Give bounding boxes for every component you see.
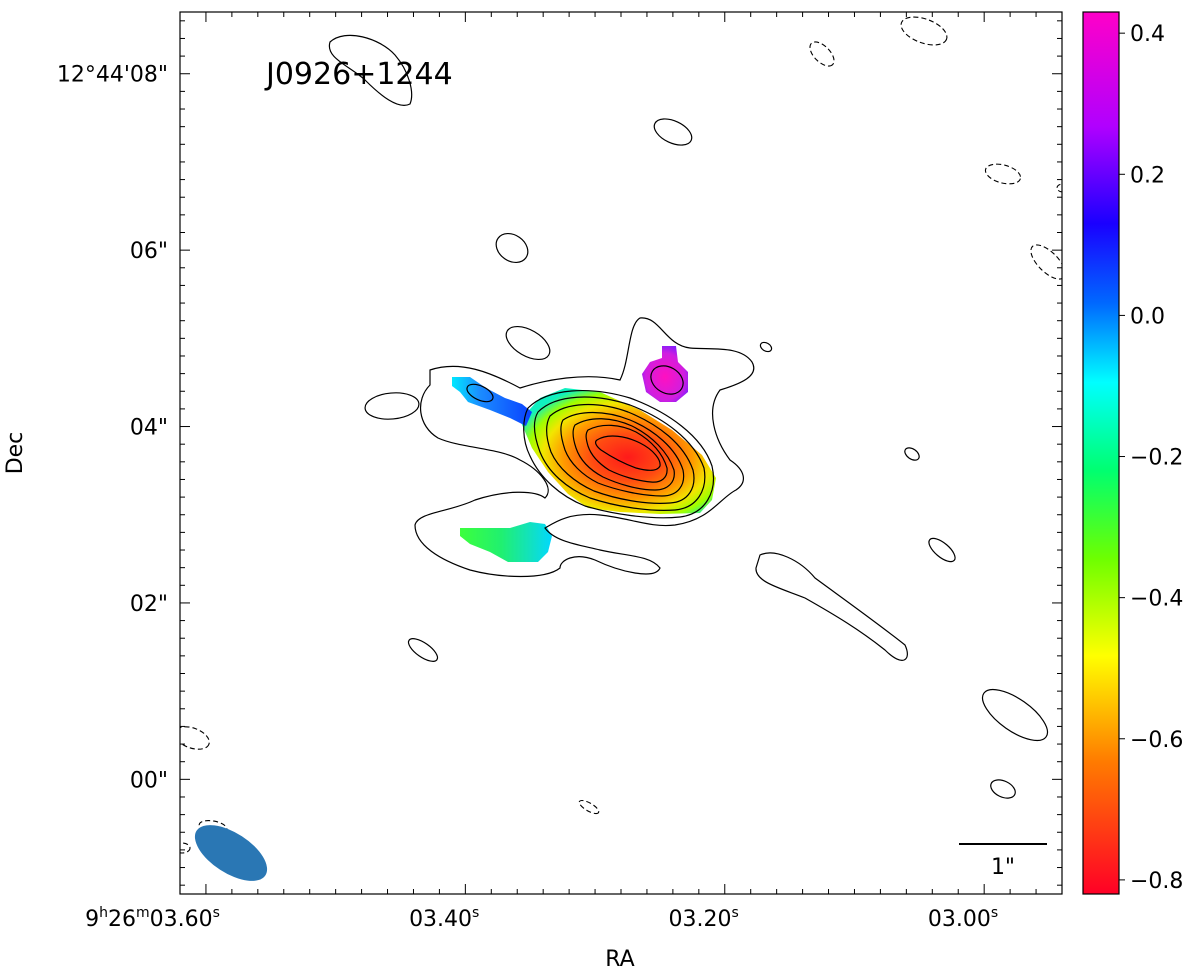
contour-island-1	[653, 118, 693, 146]
y-tick-label: 02"	[130, 592, 168, 617]
contour-island-9	[981, 688, 1049, 742]
level-3-contour	[533, 396, 706, 511]
contour-island-6	[904, 447, 920, 461]
y-tick-label: 04"	[130, 416, 168, 441]
source-title: J0926+1244	[264, 57, 453, 92]
negative-contour-3	[984, 163, 1022, 185]
negative-contour-6	[180, 726, 210, 750]
colorbar-ticks: 0.4 0.2 0.0 −0.2 −0.4 −0.6 −0.8	[1119, 22, 1183, 894]
colorbar-tick-label: 0.2	[1130, 163, 1165, 188]
negative-contour-2	[809, 41, 835, 67]
x-axis-label: RA	[605, 947, 634, 972]
north-knot-color-region	[642, 346, 688, 402]
north-contour-1	[328, 34, 413, 106]
spectral-index-map	[452, 346, 716, 562]
colorbar-tick-label: −0.6	[1130, 728, 1183, 753]
contour-island-3	[505, 325, 551, 361]
colorbar-tick-label: −0.8	[1130, 869, 1183, 894]
north-knot-contour	[650, 365, 684, 395]
x-tick-label: 9h26m03.60s	[85, 905, 220, 932]
level-6-contour	[572, 418, 675, 491]
y-tick-labels: 12°44'08" 06" 04" 02" 00"	[57, 63, 168, 794]
colorbar-tick-label: −0.4	[1130, 587, 1183, 612]
west-jet-contour	[466, 383, 494, 403]
negative-contour-9	[180, 842, 191, 854]
y-tick-label: 12°44'08"	[57, 63, 168, 88]
y-tick-label: 06"	[130, 239, 168, 264]
y-axis-label: Dec	[3, 432, 28, 475]
x-tick-label: 03.00s	[928, 905, 998, 932]
contour-island-5	[759, 341, 773, 353]
colorbar-tick-label: −0.2	[1130, 446, 1183, 471]
level-2-contour	[523, 390, 714, 519]
colorbar	[1082, 11, 1120, 895]
south-knot-color-region	[460, 522, 552, 562]
level-4-contour	[546, 404, 695, 504]
negative-contour-4	[1030, 244, 1062, 280]
colorbar-tick-label: 0.4	[1130, 22, 1165, 47]
intensity-contours	[328, 34, 1049, 799]
y-tick-label: 00"	[130, 768, 168, 793]
negative-contour-8	[578, 799, 600, 815]
southeast-contour	[755, 552, 908, 661]
contour-island-10	[990, 779, 1016, 799]
contour-island-2	[495, 232, 529, 264]
negative-contour-1	[900, 16, 948, 46]
x-tick-label: 03.20s	[668, 905, 738, 932]
x-tick-labels: 9h26m03.60s 03.40s 03.20s 03.00s	[85, 905, 998, 932]
x-tick-label: 03.40s	[409, 905, 479, 932]
plot-content: 1" J0926+1244	[180, 16, 1062, 881]
level-5-contour	[560, 411, 685, 497]
contour-island-4	[364, 392, 420, 420]
core-color-region	[520, 388, 716, 514]
beam-ellipse	[194, 825, 268, 881]
contour-island-7	[928, 537, 956, 563]
level-8-contour	[595, 435, 661, 471]
axis-ticks	[179, 12, 1063, 894]
outer-contour	[414, 317, 755, 578]
contour-island-8	[407, 638, 439, 662]
level-7-contour	[585, 424, 668, 483]
colorbar-tick-label: 0.0	[1130, 304, 1165, 329]
west-jet-color-region	[452, 377, 532, 426]
scale-bar-label: 1"	[991, 855, 1015, 880]
